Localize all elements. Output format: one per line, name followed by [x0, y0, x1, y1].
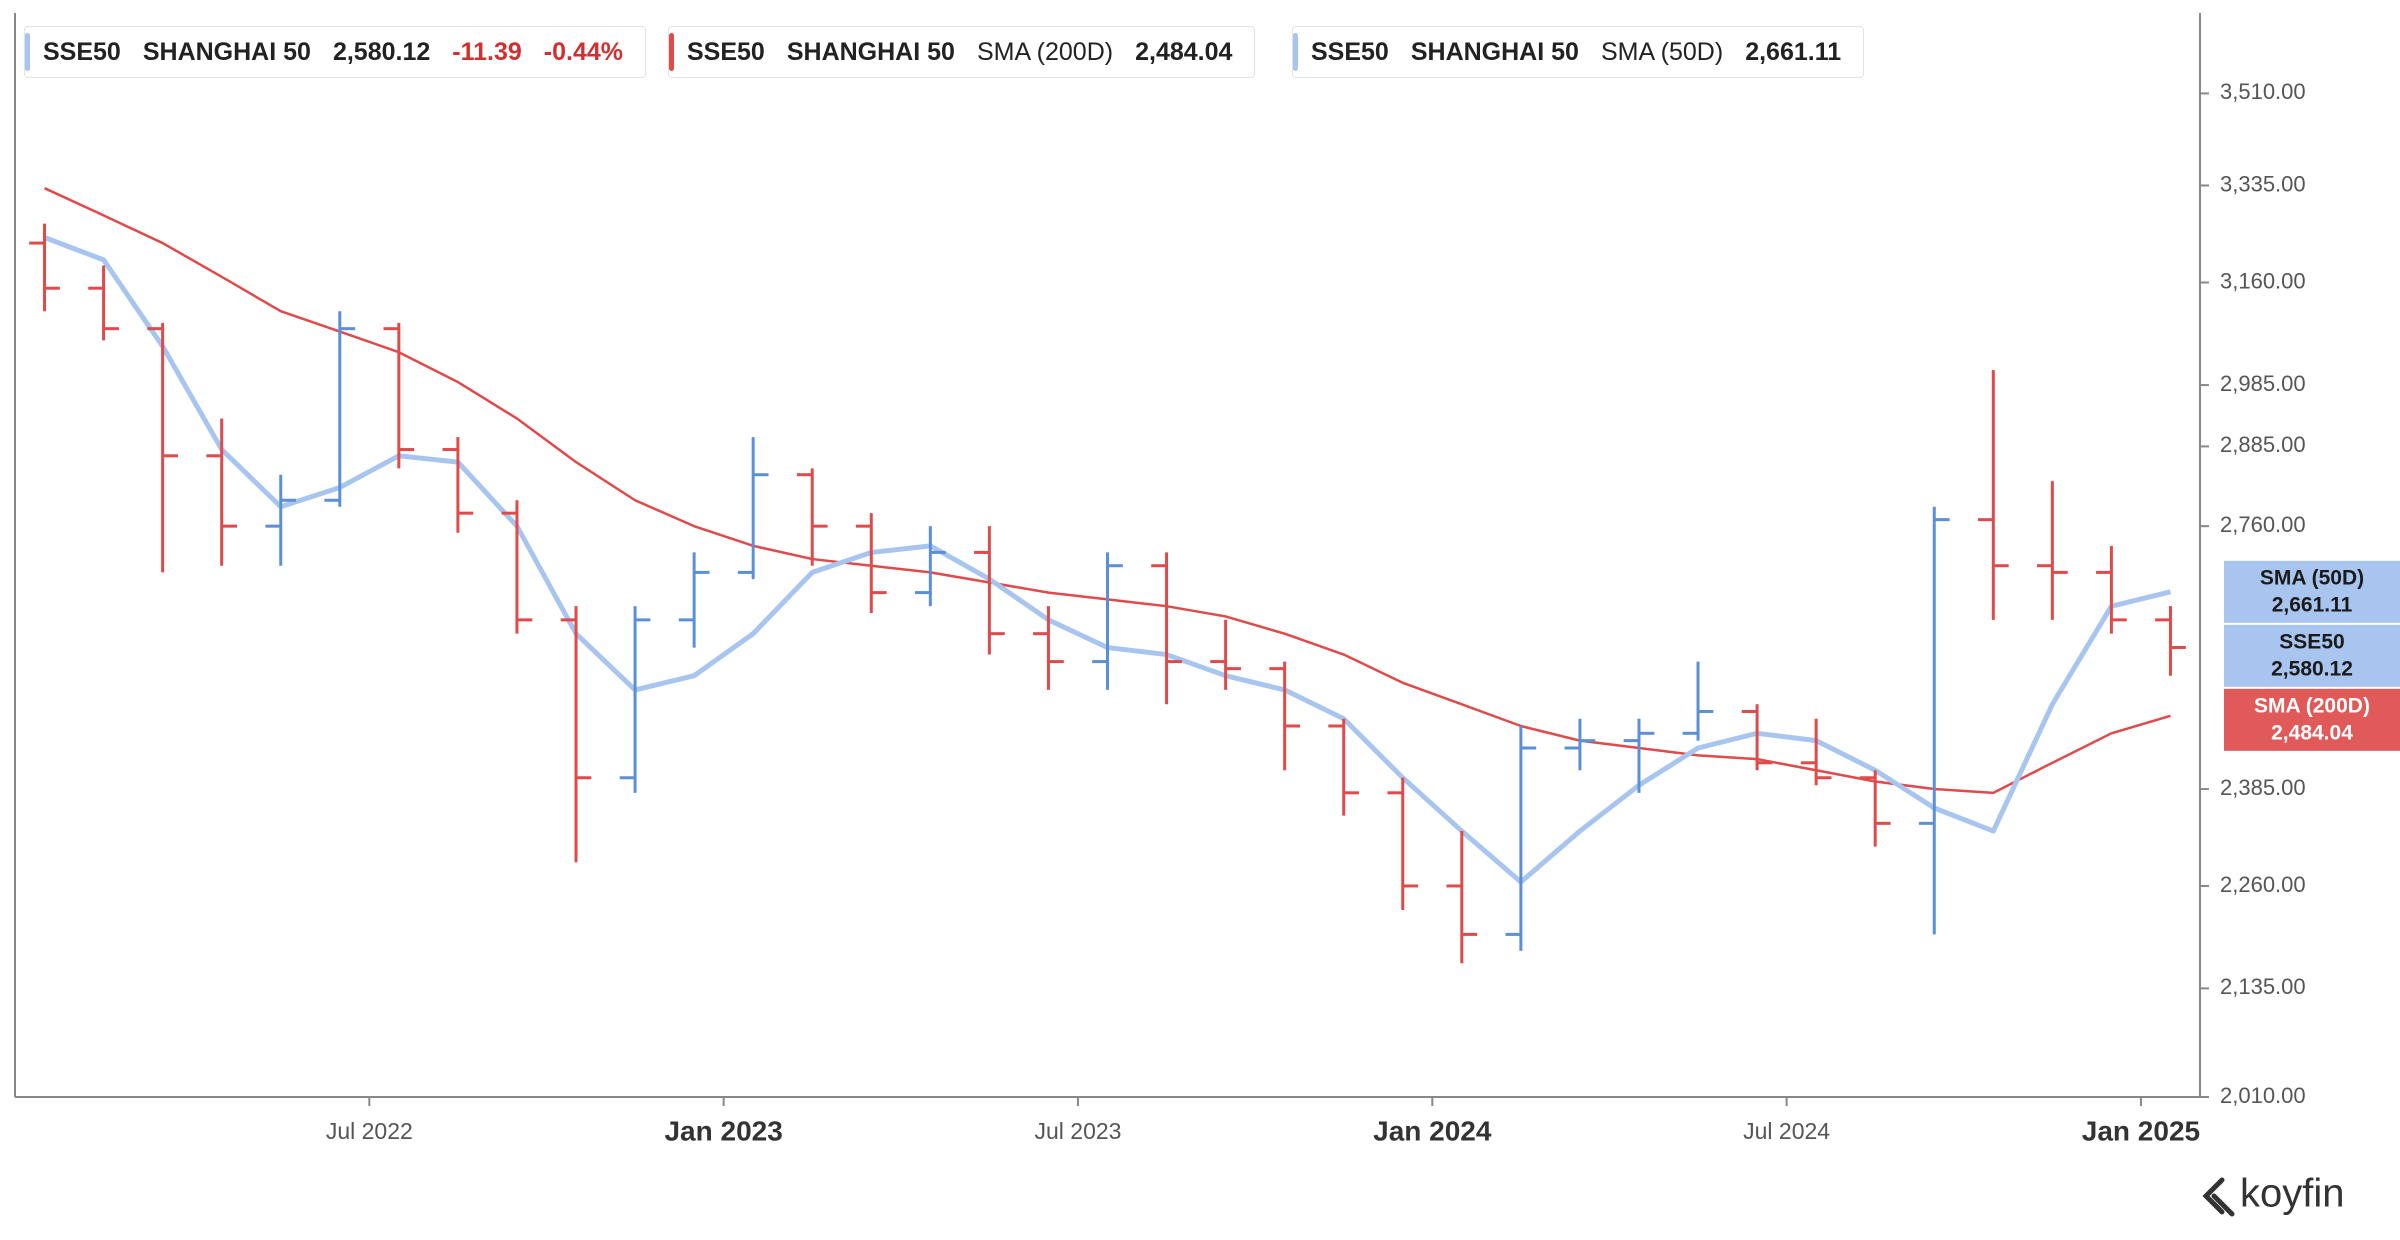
y-tick-label: 3,160.00 — [2220, 268, 2306, 293]
legend-symbol: SSE50 — [687, 37, 765, 66]
tag-title: SSE50 — [2279, 630, 2344, 653]
legend-sma50: SSE50 SHANGHAI 50 SMA (50D) 2,661.11 — [1292, 26, 1865, 78]
y-tick-label: 2,385.00 — [2220, 775, 2306, 800]
last-value-tag — [2224, 688, 2400, 751]
y-tick-label: 2,885.00 — [2220, 432, 2306, 457]
tag-title: SMA (50D) — [2260, 566, 2364, 589]
y-tick-label: 3,335.00 — [2220, 171, 2306, 196]
legend-full-name: SHANGHAI 50 — [142, 37, 311, 66]
legend-last: 2,580.12 — [332, 37, 431, 66]
legend-change: -11.39 — [452, 37, 522, 66]
x-tick-label: Jul 2023 — [1034, 1118, 1121, 1144]
x-tick-label: Jan 2024 — [1373, 1115, 1492, 1146]
x-tick-label: Jul 2024 — [1743, 1118, 1830, 1144]
legend-full-name: SHANGHAI 50 — [786, 37, 955, 66]
legend-indicator: SMA (50D) — [1600, 37, 1724, 66]
brand: koyfin — [2240, 1172, 2345, 1216]
tag-title: SMA (200D) — [2254, 694, 2370, 717]
legend-change-pct: -0.44% — [543, 37, 623, 66]
x-tick-label: Jan 2025 — [2082, 1115, 2200, 1146]
tag-value: 2,484.04 — [2271, 721, 2353, 744]
legend-last: 2,661.11 — [1745, 37, 1842, 66]
sma-line — [44, 187, 2171, 795]
legend-sma200: SSE50 SHANGHAI 50 SMA (200D) 2,484.04 — [668, 26, 1256, 78]
y-tick-label: 2,985.00 — [2220, 371, 2306, 396]
y-tick-label: 2,760.00 — [2220, 512, 2306, 537]
tag-value: 2,580.12 — [2271, 657, 2353, 680]
legend-price: SSE50 SHANGHAI 50 2,580.12 -11.39 -0.44% — [24, 26, 646, 78]
tag-value: 2,661.11 — [2272, 593, 2353, 616]
x-tick-label: Jul 2022 — [326, 1118, 413, 1144]
y-tick-label: 2,260.00 — [2220, 872, 2306, 897]
y-tick-label: 2,135.00 — [2220, 974, 2306, 999]
plot — [29, 187, 2186, 964]
last-value-tag — [2224, 560, 2400, 623]
brand-icon — [2202, 1177, 2235, 1217]
legend-last: 2,484.04 — [1135, 37, 1233, 66]
last-value-tag — [2224, 624, 2400, 687]
legend-symbol: SSE50 — [43, 37, 121, 66]
y-tick-label: 2,010.00 — [2220, 1083, 2306, 1108]
x-tick-label: Jan 2023 — [664, 1115, 782, 1146]
legend-symbol: SSE50 — [1311, 37, 1389, 66]
legend-indicator: SMA (200D) — [976, 37, 1114, 66]
legend-full-name: SHANGHAI 50 — [1410, 37, 1579, 66]
y-tick-label: 3,510.00 — [2220, 79, 2306, 104]
